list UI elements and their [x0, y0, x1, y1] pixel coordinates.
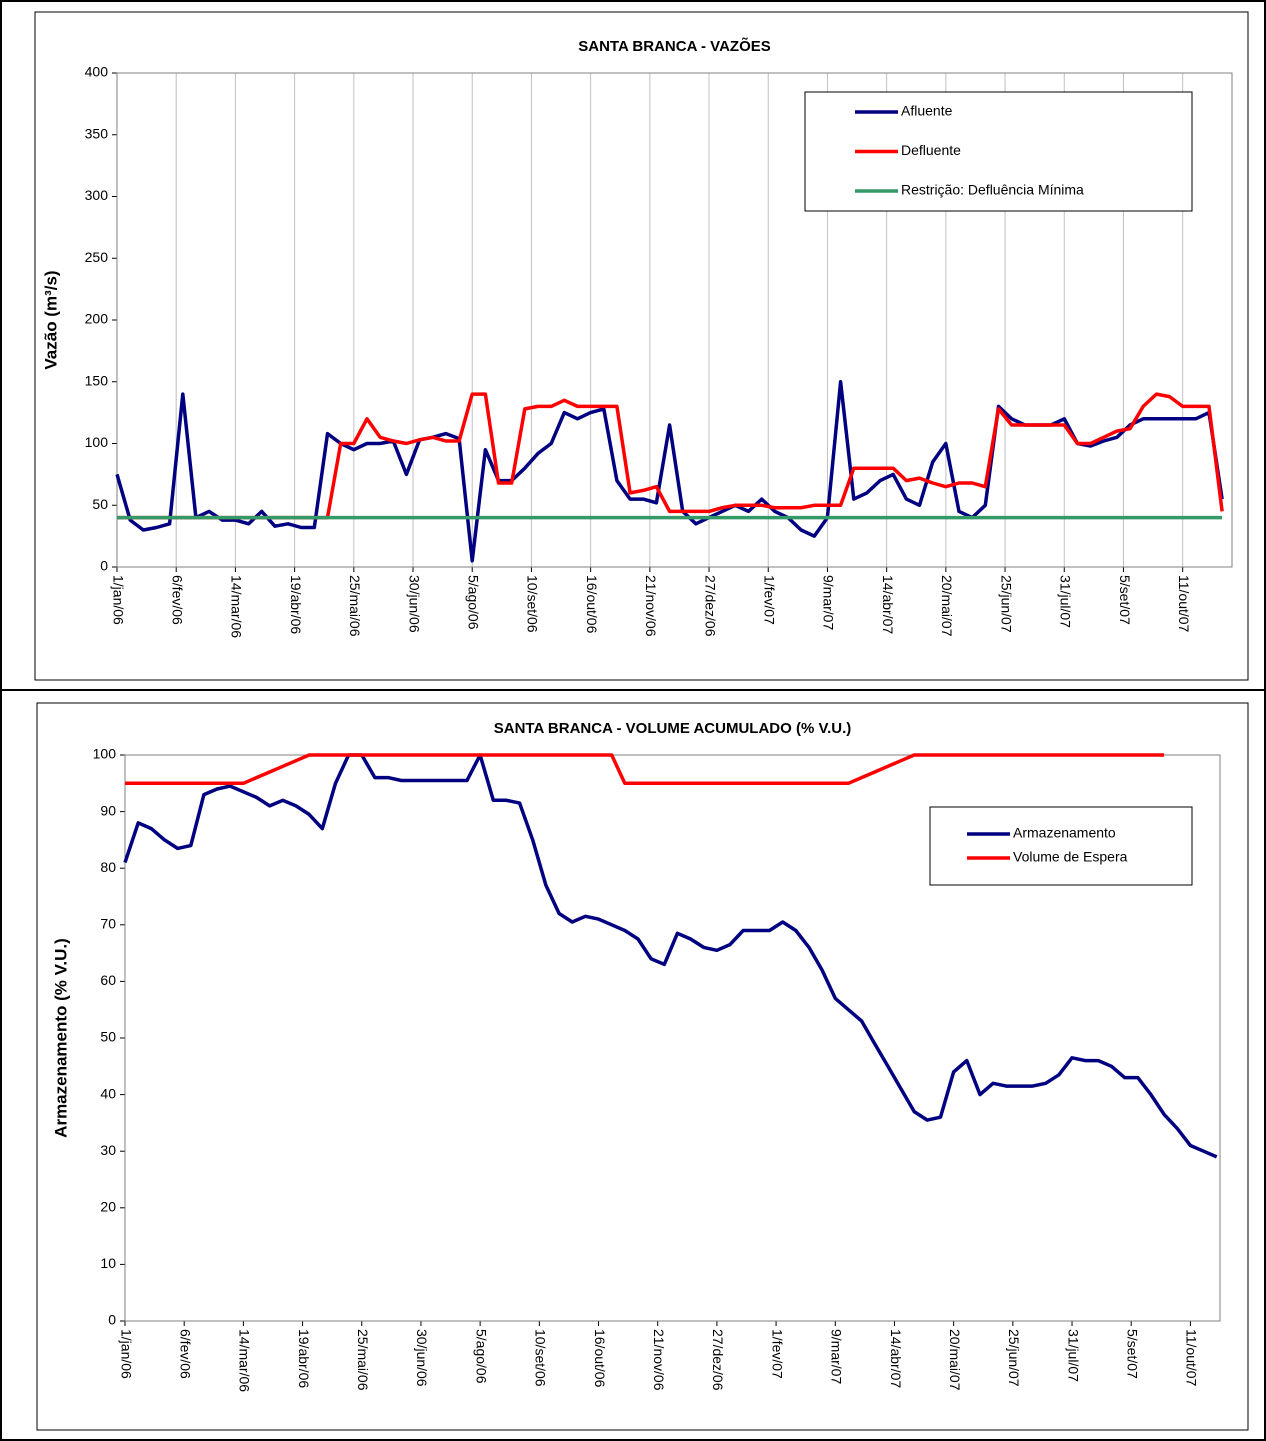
y-tick-label: 50 — [92, 496, 108, 512]
x-tick-label: 25/jun/07 — [998, 575, 1014, 633]
y-tick-label: 150 — [85, 372, 109, 388]
x-tick-label: 19/abr/06 — [288, 575, 304, 634]
y-axis-title: Vazão (m³/s) — [41, 270, 60, 369]
plot-area — [124, 754, 1221, 1322]
y-tick-label: 40 — [100, 1085, 116, 1101]
y-tick-label: 250 — [85, 249, 109, 265]
y-tick-label: 100 — [93, 746, 117, 762]
x-tick-label: 16/out/06 — [584, 575, 600, 634]
x-tick-label: 19/abr/06 — [296, 1329, 312, 1388]
legend-box — [929, 806, 1193, 886]
chart: SANTA BRANCA - VOLUME ACUMULADO (% V.U.)… — [36, 702, 1249, 1431]
y-tick-label: 200 — [85, 311, 109, 327]
x-tick-label: 11/out/07 — [1184, 1329, 1200, 1387]
x-tick-label: 11/out/07 — [1176, 575, 1192, 633]
x-tick-label: 5/ago/06 — [466, 575, 482, 630]
y-tick-label: 350 — [85, 125, 109, 141]
x-tick-label: 10/set/06 — [525, 575, 541, 633]
x-tick-label: 10/set/06 — [533, 1329, 549, 1387]
legend-label: Volume de Espera — [1013, 849, 1128, 865]
x-tick-label: 20/mai/07 — [947, 1329, 963, 1391]
x-tick-label: 21/nov/06 — [651, 1329, 667, 1391]
y-tick-label: 0 — [100, 558, 108, 574]
y-tick-label: 400 — [85, 64, 109, 80]
y-tick-label: 10 — [100, 1255, 116, 1271]
x-tick-label: 20/mai/07 — [939, 575, 955, 637]
y-tick-label: 20 — [100, 1199, 116, 1215]
x-tick-label: 31/jul/07 — [1058, 575, 1074, 628]
chart-title: SANTA BRANCA - VAZÕES — [578, 37, 771, 55]
x-tick-label: 6/fev/06 — [177, 1329, 193, 1379]
x-tick-label: 21/nov/06 — [643, 575, 659, 637]
y-tick-label: 90 — [100, 802, 116, 818]
x-tick-label: 1/fev/07 — [762, 575, 778, 625]
y-tick-label: 50 — [100, 1029, 116, 1045]
x-tick-label: 5/set/07 — [1117, 575, 1133, 625]
x-tick-label: 1/jan/06 — [110, 575, 126, 625]
x-tick-label: 25/mai/06 — [355, 1329, 371, 1391]
x-tick-label: 9/mar/07 — [829, 1329, 845, 1384]
x-tick-label: 14/abr/07 — [880, 575, 896, 634]
y-tick-label: 60 — [100, 972, 116, 988]
x-tick-label: 25/jun/07 — [1006, 1329, 1022, 1387]
x-tick-label: 14/mar/06 — [229, 575, 245, 638]
series-line — [123, 753, 1218, 1159]
x-tick-label: 27/dez/06 — [702, 575, 718, 637]
legend-label: Armazenamento — [1013, 825, 1116, 841]
y-tick-label: 300 — [85, 187, 109, 203]
plot-area — [116, 72, 1233, 568]
x-tick-label: 27/dez/06 — [710, 1329, 726, 1391]
y-tick-label: 100 — [85, 434, 109, 450]
x-tick-label: 14/mar/06 — [237, 1329, 253, 1392]
chart: SANTA BRANCA - VAZÕES Vazão (m³/s) 1/jan/0… — [34, 11, 1249, 681]
y-tick-label: 80 — [100, 859, 116, 875]
chart-title: SANTA BRANCA - VOLUME ACUMULADO (% V.U.) — [494, 720, 852, 737]
x-tick-label: 25/mai/06 — [347, 575, 363, 637]
x-tick-label: 30/jun/06 — [406, 575, 422, 633]
x-tick-label: 1/jan/06 — [118, 1329, 134, 1379]
y-axis-title: Armazenamento (% V.U.) — [51, 938, 70, 1138]
series-line — [125, 753, 1165, 786]
legend-label: Defluente — [901, 142, 961, 158]
x-tick-label: 6/fev/06 — [170, 575, 186, 625]
y-tick-label: 70 — [100, 916, 116, 932]
legend-label: Restrição: Defluência Mínima — [901, 182, 1084, 198]
x-tick-label: 1/fev/07 — [769, 1329, 785, 1379]
y-tick-label: 0 — [108, 1312, 116, 1328]
x-tick-label: 5/ago/06 — [473, 1329, 489, 1384]
y-tick-label: 30 — [100, 1142, 116, 1158]
x-tick-label: 16/out/06 — [592, 1329, 608, 1388]
legend-label: Afluente — [901, 103, 953, 119]
x-tick-label: 31/jul/07 — [1065, 1329, 1081, 1382]
x-tick-label: 9/mar/07 — [821, 575, 837, 630]
x-tick-label: 30/jun/06 — [414, 1329, 430, 1387]
x-tick-label: 5/set/07 — [1125, 1329, 1141, 1379]
x-tick-label: 14/abr/07 — [888, 1329, 904, 1388]
